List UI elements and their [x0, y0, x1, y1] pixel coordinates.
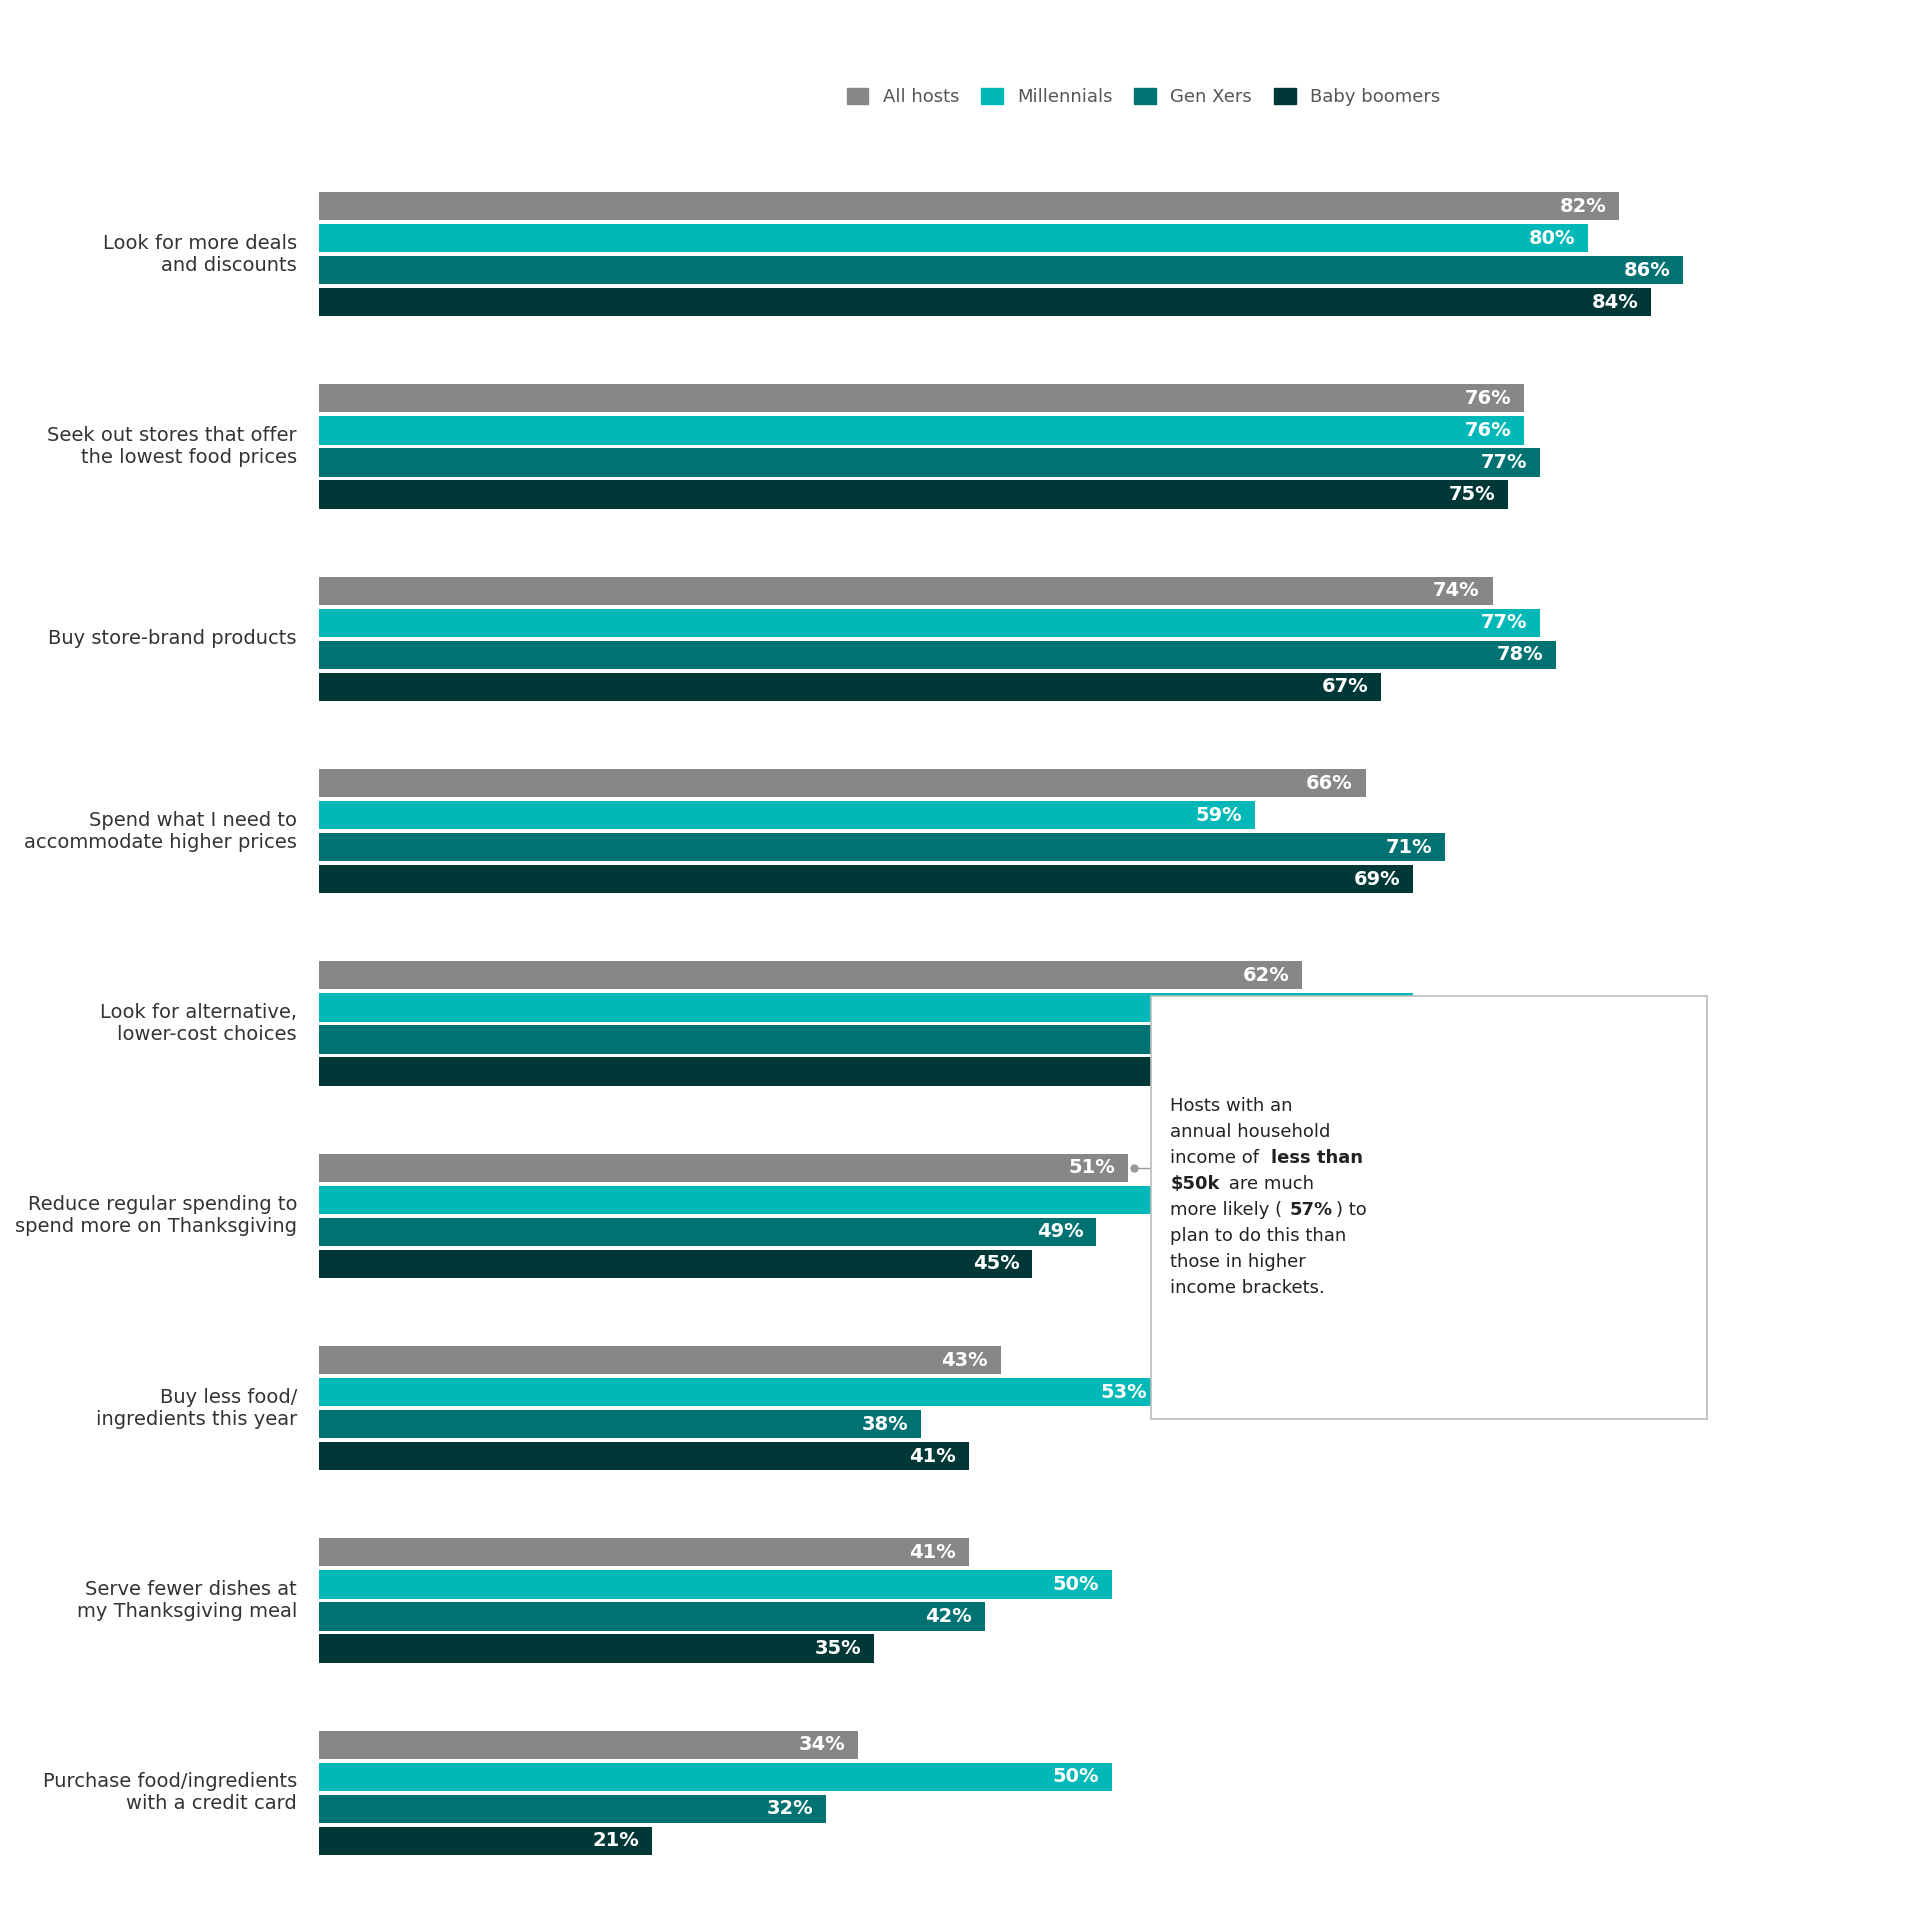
FancyBboxPatch shape: [1152, 996, 1707, 1419]
Bar: [319, 1538, 970, 1567]
Bar: [319, 1379, 1160, 1405]
Text: 71%: 71%: [1386, 837, 1432, 856]
Text: 66%: 66%: [1306, 774, 1354, 793]
Text: 76%: 76%: [1465, 420, 1511, 440]
Bar: [319, 576, 1492, 605]
Bar: [319, 480, 1509, 509]
Text: income brackets.: income brackets.: [1171, 1279, 1325, 1296]
Bar: [319, 866, 1413, 893]
Bar: [319, 1187, 1254, 1213]
Text: 78%: 78%: [1498, 645, 1544, 664]
Text: those in higher: those in higher: [1171, 1252, 1306, 1271]
Bar: [319, 672, 1382, 701]
Text: income of: income of: [1171, 1148, 1265, 1167]
Text: 77%: 77%: [1480, 453, 1528, 472]
Bar: [319, 833, 1446, 862]
Text: 42%: 42%: [925, 1607, 972, 1626]
Bar: [319, 288, 1651, 317]
Text: 59%: 59%: [1196, 1062, 1242, 1081]
Bar: [319, 1795, 826, 1822]
Text: are much: are much: [1223, 1175, 1313, 1192]
Text: Hosts with an: Hosts with an: [1171, 1096, 1292, 1116]
Text: 21%: 21%: [591, 1832, 639, 1851]
Bar: [319, 1250, 1033, 1279]
Text: 45%: 45%: [973, 1254, 1020, 1273]
Bar: [319, 609, 1540, 637]
Text: 53%: 53%: [1100, 1382, 1146, 1402]
Text: 62%: 62%: [1242, 966, 1290, 985]
Bar: [319, 1154, 1127, 1183]
Text: ) to: ) to: [1336, 1200, 1367, 1219]
Text: 76%: 76%: [1465, 390, 1511, 407]
Bar: [319, 1346, 1000, 1375]
Text: 50%: 50%: [1052, 1766, 1098, 1786]
Text: 74%: 74%: [1432, 582, 1480, 601]
Text: 41%: 41%: [910, 1446, 956, 1465]
Text: 50%: 50%: [1052, 1574, 1098, 1594]
Bar: [319, 768, 1365, 797]
Text: $50k: $50k: [1171, 1175, 1219, 1192]
Bar: [319, 1730, 858, 1759]
Text: 38%: 38%: [862, 1415, 908, 1434]
Text: 34%: 34%: [799, 1736, 845, 1755]
Bar: [319, 1442, 970, 1471]
Bar: [319, 255, 1684, 284]
Text: 75%: 75%: [1450, 486, 1496, 505]
Text: 57%: 57%: [1290, 1200, 1332, 1219]
Text: less than: less than: [1271, 1148, 1363, 1167]
Bar: [319, 993, 1413, 1021]
Bar: [319, 1571, 1112, 1599]
Legend: All hosts, Millennials, Gen Xers, Baby boomers: All hosts, Millennials, Gen Xers, Baby b…: [839, 81, 1448, 113]
Text: 59%: 59%: [1196, 806, 1242, 824]
Text: more likely (: more likely (: [1171, 1200, 1283, 1219]
Text: 67%: 67%: [1323, 678, 1369, 697]
Bar: [319, 962, 1302, 989]
Bar: [319, 1603, 985, 1630]
Text: 41%: 41%: [910, 1544, 956, 1561]
Bar: [319, 1058, 1254, 1085]
Bar: [319, 417, 1524, 445]
Bar: [319, 1826, 651, 1855]
Bar: [319, 384, 1524, 413]
Text: plan to do this than: plan to do this than: [1171, 1227, 1346, 1244]
Text: 63%: 63%: [1260, 1029, 1306, 1048]
Bar: [319, 801, 1254, 829]
Bar: [319, 1763, 1112, 1791]
Bar: [319, 225, 1588, 252]
Text: 80%: 80%: [1528, 228, 1574, 248]
Bar: [319, 1634, 874, 1663]
Text: 49%: 49%: [1037, 1223, 1083, 1242]
Bar: [319, 1409, 922, 1438]
Text: 69%: 69%: [1354, 998, 1400, 1018]
Text: 84%: 84%: [1592, 292, 1638, 311]
Text: 32%: 32%: [766, 1799, 814, 1818]
Bar: [319, 641, 1555, 668]
Text: annual household: annual household: [1171, 1123, 1331, 1140]
Bar: [319, 449, 1540, 476]
Text: 69%: 69%: [1354, 870, 1400, 889]
Text: 86%: 86%: [1624, 261, 1670, 280]
Text: 59%: 59%: [1196, 1190, 1242, 1210]
Text: 77%: 77%: [1480, 612, 1528, 632]
Bar: [319, 192, 1619, 221]
Bar: [319, 1025, 1317, 1054]
Bar: [319, 1217, 1096, 1246]
Text: 43%: 43%: [941, 1350, 989, 1369]
Text: 82%: 82%: [1559, 196, 1607, 215]
Text: 35%: 35%: [814, 1640, 860, 1659]
Text: 51%: 51%: [1068, 1158, 1116, 1177]
